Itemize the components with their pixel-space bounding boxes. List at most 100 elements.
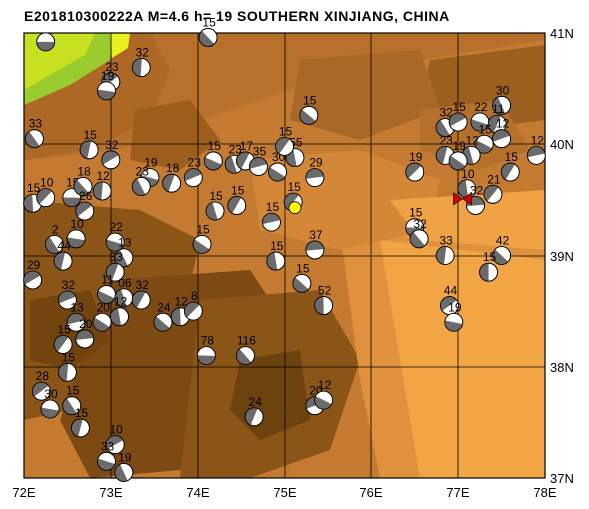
depth-label: 15 <box>209 189 223 203</box>
earthquake-beachball: 23 <box>183 156 203 188</box>
earthquake-beachball <box>36 32 56 52</box>
depth-label: 52 <box>318 284 332 298</box>
depth-label: 12 <box>318 378 332 392</box>
earthquake-beachball: 116 <box>236 334 256 366</box>
depth-label: 32 <box>470 183 484 197</box>
earthquake-beachball: 15 <box>227 183 247 215</box>
depth-label: 19 <box>118 450 132 464</box>
earthquake-beachball: 15 <box>448 100 468 132</box>
depth-label: 15 <box>288 180 302 194</box>
map-frame <box>23 32 546 479</box>
depth-label: 10 <box>461 167 475 181</box>
earthquake-beachball: 33 <box>97 439 116 471</box>
x-tick-75e: 75E <box>273 485 296 500</box>
earthquake-beachball: 15 <box>58 350 77 382</box>
y-tick-39n: 39N <box>550 249 574 264</box>
depth-label: 30 <box>44 387 58 401</box>
depth-label: 11 <box>101 272 114 286</box>
depth-label: 13 <box>70 300 84 314</box>
depth-label: 11 <box>492 102 505 116</box>
earthquake-beachball: 15 <box>479 250 498 282</box>
earthquake-beachball: 10 <box>36 176 56 208</box>
earthquake-beachball: 30 <box>40 387 60 419</box>
earthquake-beachball: 37 <box>305 228 325 260</box>
x-tick-73e: 73E <box>99 485 122 500</box>
earthquake-beachball: 10 <box>105 423 125 455</box>
earthquake-beachball: 12 <box>314 378 333 410</box>
depth-label: 15 <box>208 139 222 153</box>
earthquake-beachball: 29 <box>305 156 325 188</box>
earthquake-beachball: 44 <box>53 239 73 271</box>
depth-label: 22 <box>109 220 123 234</box>
depth-label: 44 <box>57 239 71 253</box>
depth-label: 12 <box>496 117 510 131</box>
x-tick-74e: 74E <box>186 485 209 500</box>
depth-label: 32 <box>136 45 150 59</box>
earthquake-beachball: 35 <box>249 145 268 176</box>
earthquake-beachball: 11 <box>97 272 116 304</box>
depth-label: 22 <box>474 100 488 114</box>
depth-label: 15 <box>409 206 423 220</box>
depth-label: 12 <box>531 133 545 147</box>
earthquake-beachball: 8 <box>183 289 203 321</box>
depth-label: 06 <box>118 276 132 290</box>
earthquake-beachball: 29 <box>23 258 43 290</box>
earthquake-beachball: 22 <box>470 100 490 132</box>
depth-label: 15 <box>505 150 519 164</box>
earthquake-beachball: 28 <box>31 369 51 401</box>
y-axis-labels: 41N 40N 39N 38N 37N <box>550 26 574 486</box>
earthquake-beachball: 13 <box>114 236 134 268</box>
depth-label: 32 <box>413 217 427 231</box>
depth-label: 8 <box>191 289 198 303</box>
earthquake-beachball: 15 <box>292 261 312 293</box>
depth-label: 30 <box>496 83 510 97</box>
earthquake-beachball: 26 <box>75 189 95 221</box>
earthquake-beachball: 19 <box>444 300 464 332</box>
earthquake-beachball: 15 <box>203 139 223 171</box>
depth-label: 12 <box>96 169 110 183</box>
depth-label: 12 <box>114 295 128 309</box>
earthquake-beachball: 10 <box>66 217 86 249</box>
x-tick-76e: 76E <box>359 485 382 500</box>
depth-label: 15 <box>296 261 310 275</box>
depth-label: 33 <box>439 234 453 248</box>
earthquake-beachball: 12 <box>170 295 190 327</box>
depth-label: 29 <box>27 258 41 272</box>
depth-label: 15 <box>83 128 97 142</box>
earthquake-beachball: 32 <box>131 45 151 77</box>
depth-label: 32 <box>439 106 453 120</box>
epicenter-marker <box>288 201 302 215</box>
depth-label: 12 <box>466 133 480 147</box>
earthquake-beachball: 12 <box>492 117 511 149</box>
y-tick-38n: 38N <box>550 360 574 375</box>
earthquake-beachball: 19 <box>448 139 468 171</box>
earthquake-beachball: 33 <box>105 250 125 282</box>
depth-label: 20 <box>79 317 93 331</box>
earthquake-beachball: 32 <box>101 138 121 170</box>
depth-label: 15 <box>303 93 317 107</box>
depth-label: 23 <box>228 142 242 156</box>
earthquake-beachball: 06 <box>114 276 134 308</box>
depth-label: 13 <box>118 236 132 250</box>
depth-label: 33 <box>109 250 123 264</box>
earthquake-beachball: 15 <box>62 176 82 208</box>
earthquake-beachball: 15 <box>53 323 73 354</box>
depth-label: 26 <box>79 189 93 203</box>
depth-label: 33 <box>29 117 43 131</box>
depth-label: 19 <box>448 300 462 314</box>
depth-label: 17 <box>240 139 254 153</box>
earthquake-beachball: 18 <box>73 165 93 196</box>
earthquake-beachball: 32 <box>409 217 429 249</box>
depth-label: 116 <box>237 334 256 348</box>
earthquake-beachball: 20 <box>75 317 95 349</box>
depth-label: 2 <box>52 222 59 236</box>
earthquake-beachball: 30 <box>268 150 287 182</box>
earthquake-beachball: 11 <box>487 102 507 134</box>
earthquake-beachball: 44 <box>440 284 459 315</box>
earthquake-beachball: 33 <box>435 234 455 265</box>
depth-label: 28 <box>36 369 50 383</box>
earthquake-beachball: 30 <box>492 83 511 115</box>
earthquake-beachball: 19 <box>405 150 425 182</box>
depth-label: 19 <box>452 139 466 153</box>
